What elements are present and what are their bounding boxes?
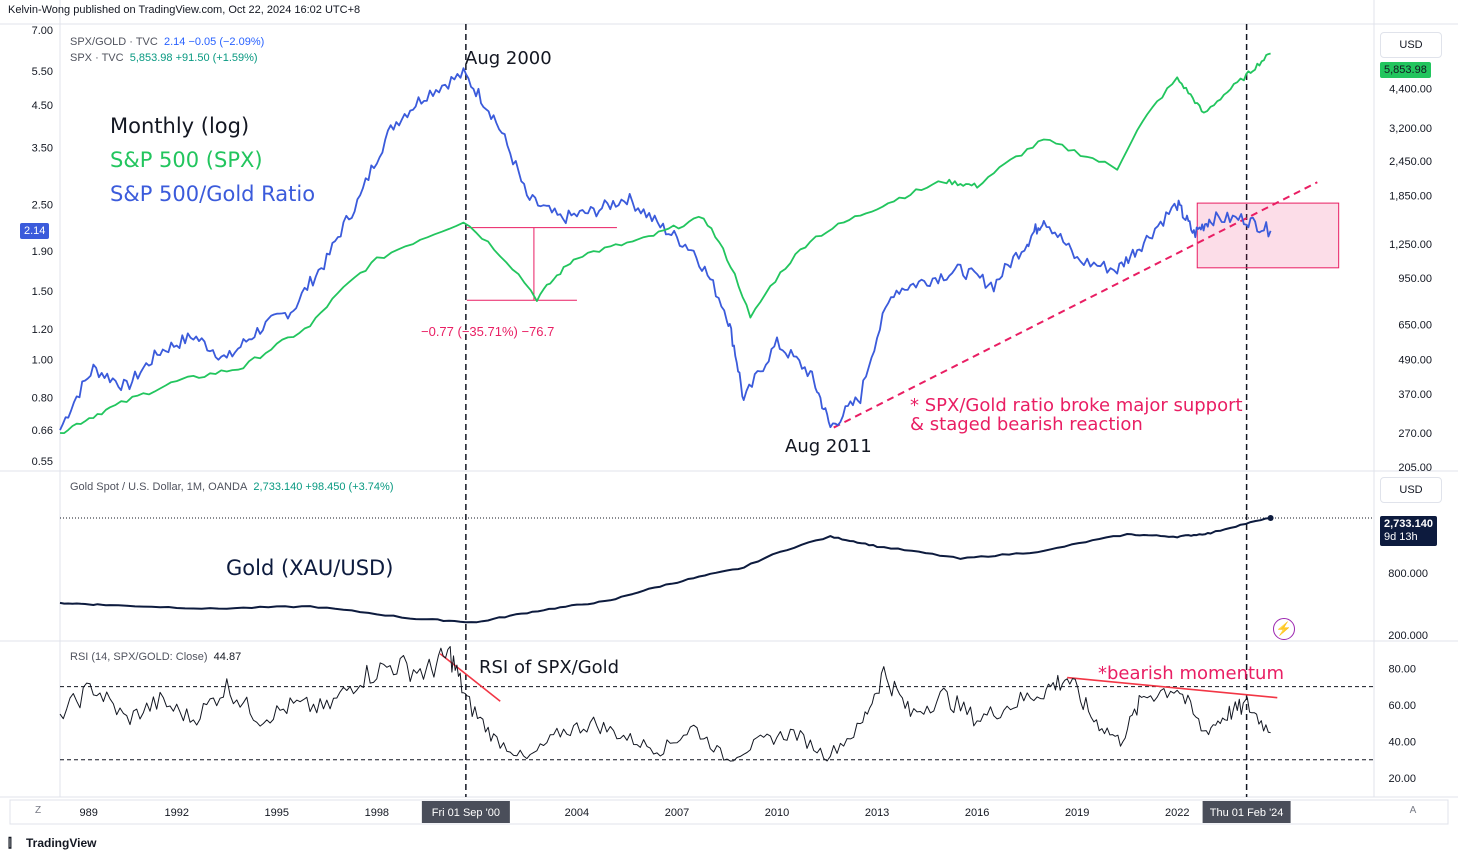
- rsi-axis-tick-label: 40.00: [1388, 736, 1416, 748]
- title-gold: Gold (XAU/USD): [226, 556, 394, 580]
- series-line-rsi: [59, 646, 1271, 762]
- title-rsi: RSI of SPX/Gold: [479, 657, 620, 678]
- x-axis-tick-label: 2013: [865, 807, 889, 819]
- gold-last-point: [1267, 515, 1274, 522]
- x-axis-tick-label: 2019: [1065, 807, 1089, 819]
- right-axis-tick-label: 950.00: [1398, 273, 1432, 285]
- legend-ratio-value: 2.14: [163, 36, 186, 48]
- label-aug-2000: Aug 2000: [465, 48, 552, 69]
- legend-spx-change: +91.50 (+1.59%): [175, 52, 258, 64]
- rsi-divergence-2: [1067, 676, 1278, 699]
- legend-gold-value: 2,733.140: [253, 481, 303, 493]
- right-axis-tick-label: 1,850.00: [1389, 191, 1432, 203]
- legend-gold-change: +98.450 (+3.74%): [305, 481, 394, 493]
- price-tag-spx: 5,853.98: [1380, 62, 1431, 78]
- left-axis-tick-label: 1.90: [32, 246, 53, 258]
- x-axis-highlight-box: [1202, 801, 1291, 823]
- publisher-header: Kelvin-Wong published on TradingView.com…: [8, 4, 361, 16]
- auto-scale-button[interactable]: A: [1409, 805, 1417, 816]
- title-monthly: Monthly (log): [110, 114, 250, 138]
- label-aug-2011: Aug 2011: [785, 436, 872, 457]
- legend-rsi[interactable]: RSI (14, SPX/GOLD: Close) 44.87: [70, 651, 241, 663]
- gold-price: 2,733.140: [1384, 518, 1433, 530]
- right-axis-tick-label: 490.00: [1398, 355, 1432, 367]
- x-axis-tick-label: 2004: [565, 807, 589, 819]
- tradingview-icon: ⫿: [8, 836, 12, 850]
- rsi-divergence-1: [439, 653, 501, 702]
- note-break-1: * SPX/Gold ratio broke major support: [910, 395, 1243, 416]
- right-axis-tick-label: 4,400.00: [1389, 84, 1432, 96]
- right-axis-tick-label: 370.00: [1398, 389, 1432, 401]
- legend-rsi-value: 44.87: [213, 651, 242, 663]
- title-spx: S&P 500 (SPX): [110, 148, 263, 172]
- series-line-ratio: [59, 67, 1272, 431]
- legend-spx[interactable]: SPX · TVC 5,853.98 +91.50 (+1.59%): [70, 52, 258, 64]
- left-axis-tick-label: 4.50: [32, 100, 53, 112]
- note-bearish-momentum: *bearish momentum: [1098, 663, 1285, 684]
- x-axis-tick-label: 1995: [265, 807, 289, 819]
- time-scale-frame: [9, 799, 1449, 825]
- x-axis-tick-label: 2016: [965, 807, 989, 819]
- x-axis-highlight-label: Fri 01 Sep '00: [432, 807, 500, 819]
- legend-ratio-name: SPX/GOLD · TVC: [70, 36, 158, 48]
- rsi-axis-tick-label: 20.00: [1388, 773, 1416, 785]
- rsi-axis-tick-label: 80.00: [1388, 663, 1416, 675]
- x-axis-tick-label: 989: [79, 807, 97, 819]
- lightning-icon[interactable]: ⚡: [1273, 618, 1295, 640]
- left-axis-tick-label: 0.80: [32, 393, 53, 405]
- x-axis-tick-label: 1992: [164, 807, 188, 819]
- series-line-spx: [59, 52, 1271, 434]
- footer-brand: TradingView: [26, 836, 97, 850]
- legend-gold-name: Gold Spot / U.S. Dollar, 1M, OANDA: [70, 481, 248, 493]
- left-axis-tick-label: 0.55: [32, 456, 53, 468]
- x-axis-tick-label: 1998: [365, 807, 389, 819]
- price-tag-ratio: 2.14: [20, 223, 50, 239]
- gold-axis-tick-label: 800.000: [1388, 568, 1428, 580]
- x-axis-tick-label: 2010: [765, 807, 789, 819]
- left-axis-tick-label: 2.50: [32, 199, 53, 211]
- support-trendline: [833, 181, 1318, 429]
- measure-label: −0.77 (−35.71%) −76.7: [421, 324, 555, 339]
- legend-ratio[interactable]: SPX/GOLD · TVC 2.14 −0.05 (−2.09%): [70, 36, 264, 48]
- left-axis-tick-label: 0.66: [32, 425, 53, 437]
- series-lines: [59, 52, 1274, 762]
- gold-countdown: 9d 13h: [1384, 531, 1418, 543]
- x-axis-highlight-box: [421, 801, 510, 823]
- x-axis-tick-label: 2022: [1165, 807, 1189, 819]
- right-axis-tick-label: 270.00: [1398, 428, 1432, 440]
- currency-button-gold[interactable]: USD: [1380, 477, 1442, 503]
- right-axis-tick-label: 650.00: [1398, 320, 1432, 332]
- rsi-axis-tick-label: 60.00: [1388, 700, 1416, 712]
- price-tag-gold: 2,733.140 9d 13h: [1380, 516, 1437, 546]
- left-axis-tick-label: 1.50: [32, 286, 53, 298]
- legend-rsi-name: RSI (14, SPX/GOLD: Close): [70, 651, 208, 663]
- series-line-gold: [59, 517, 1271, 624]
- left-axis-tick-label: 7.00: [32, 25, 53, 37]
- axes: 7.00 5.50 4.50 3.50 2.50 1.90 1.50 1.20 1.00 0.80…: [32, 25, 1432, 823]
- tradingview-logo[interactable]: ⫿ TradingView: [8, 836, 96, 851]
- title-ratio: S&P 500/Gold Ratio: [110, 182, 316, 206]
- grid: [0, 0, 1458, 825]
- zoom-button[interactable]: Z: [34, 805, 42, 816]
- left-axis-tick-label: 1.00: [32, 355, 53, 367]
- left-axis-tick-label: 1.20: [32, 324, 53, 336]
- legend-spx-value: 5,853.98: [129, 52, 173, 64]
- legend-spx-name: SPX · TVC: [70, 52, 124, 64]
- gold-axis-tick-label: 200.000: [1388, 630, 1428, 642]
- x-axis-highlight-label: Thu 01 Feb '24: [1210, 807, 1284, 819]
- right-axis-tick-label: 1,250.00: [1389, 239, 1432, 251]
- left-axis-tick-label: 3.50: [32, 142, 53, 154]
- x-axis-tick-label: 2007: [665, 807, 689, 819]
- note-break-2: & staged bearish reaction: [910, 414, 1143, 435]
- right-axis-tick-label: 205.00: [1398, 462, 1432, 474]
- legend-gold[interactable]: Gold Spot / U.S. Dollar, 1M, OANDA 2,733…: [70, 481, 394, 493]
- currency-button-top[interactable]: USD: [1380, 32, 1442, 58]
- right-axis-tick-label: 2,450.00: [1389, 156, 1432, 168]
- right-axis-tick-label: 3,200.00: [1389, 123, 1432, 135]
- legend-ratio-change: −0.05 (−2.09%): [188, 36, 265, 48]
- left-axis-tick-label: 5.50: [32, 66, 53, 78]
